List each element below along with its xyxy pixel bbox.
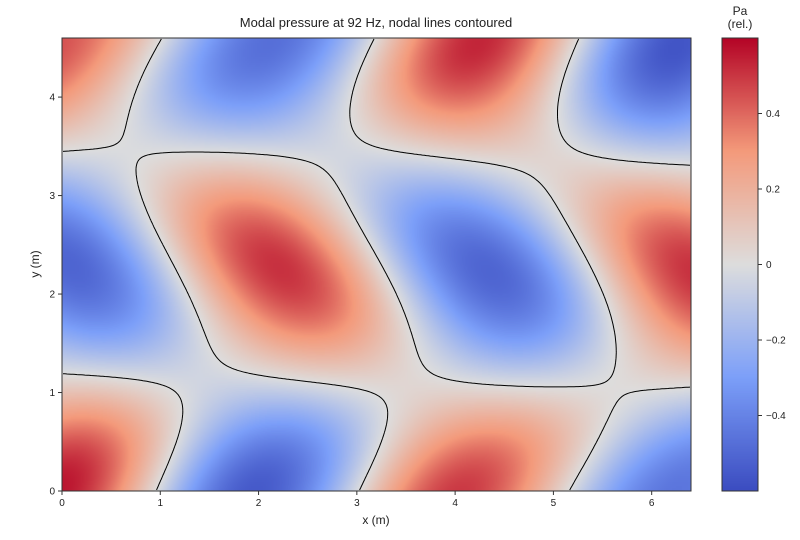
x-axis-title: x (m) xyxy=(362,513,389,527)
colorbar-tick-label: −0.2 xyxy=(766,336,786,347)
chart-title: Modal pressure at 92 Hz, nodal lines con… xyxy=(240,15,512,30)
y-tick-label: 1 xyxy=(49,388,55,399)
colorbar: Pa (rel.) 0.4 0.2 0 −0.2 −0.4 xyxy=(721,4,786,492)
colorbar-tick-label: 0.4 xyxy=(766,109,780,120)
x-axis: 0 1 2 3 4 5 6 xyxy=(59,491,655,509)
colorbar-tick-label: 0 xyxy=(766,260,772,271)
plot-area xyxy=(61,37,692,492)
x-tick-label: 1 xyxy=(158,498,164,509)
colorbar-tick-label: 0.2 xyxy=(766,185,780,196)
x-tick-label: 0 xyxy=(59,498,65,509)
plot-frame xyxy=(61,37,692,492)
nodal-line-contours xyxy=(62,38,691,491)
x-tick-label: 3 xyxy=(354,498,360,509)
y-tick-label: 0 xyxy=(49,487,55,498)
y-tick-label: 3 xyxy=(49,191,55,202)
y-axis-title: y (m) xyxy=(28,250,42,277)
colorbar-tick-label: −0.4 xyxy=(766,411,786,422)
x-tick-label: 2 xyxy=(256,498,262,509)
x-tick-label: 6 xyxy=(649,498,655,509)
pressure-heatmap xyxy=(62,38,691,491)
y-axis: 0 1 2 3 4 xyxy=(49,93,62,498)
x-tick-label: 4 xyxy=(452,498,458,509)
y-tick-label: 4 xyxy=(49,93,55,104)
colorbar-gradient xyxy=(722,38,758,491)
x-tick-label: 5 xyxy=(551,498,557,509)
colorbar-title-unit: Pa xyxy=(733,4,748,18)
y-tick-label: 2 xyxy=(49,290,55,301)
colorbar-title-qualifier: (rel.) xyxy=(728,17,753,31)
